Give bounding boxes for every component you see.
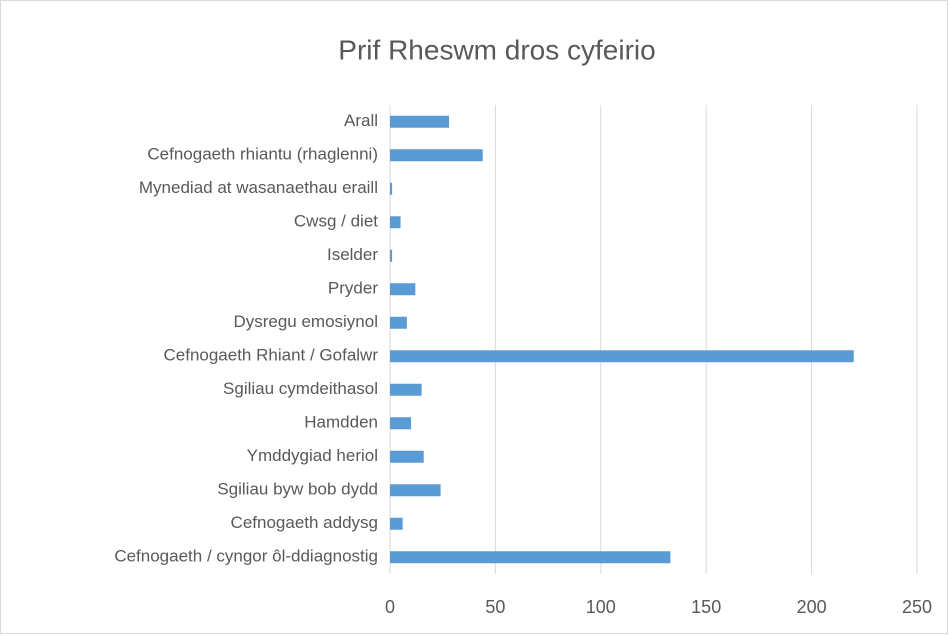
x-tick-label: 100	[586, 597, 616, 617]
y-tick-label: Sgiliau byw bob dydd	[217, 480, 378, 499]
y-tick-label: Pryder	[328, 279, 378, 298]
bar	[390, 149, 483, 162]
y-tick-label: Ymddygiad heriol	[247, 446, 378, 465]
bar	[390, 115, 450, 128]
bar	[390, 350, 854, 363]
y-tick-label: Arall	[344, 111, 378, 130]
bar	[390, 517, 403, 530]
y-tick-label: Cefnogaeth rhiantu (rhaglenni)	[147, 145, 378, 164]
bar	[390, 182, 393, 195]
bar	[390, 316, 407, 329]
bar	[390, 450, 424, 463]
y-tick-label: Cefnogaeth Rhiant / Gofalwr	[163, 346, 378, 365]
y-tick-label: Cefnogaeth / cyngor ôl-ddiagnostig	[114, 547, 378, 566]
bar	[390, 216, 401, 229]
y-tick-label: Cefnogaeth addysg	[231, 513, 378, 532]
x-tick-label: 250	[902, 597, 932, 617]
bar	[390, 551, 671, 564]
x-tick-label: 200	[797, 597, 827, 617]
bar	[390, 484, 441, 497]
bar	[390, 249, 393, 262]
y-tick-label: Dysregu emosiynol	[233, 312, 378, 331]
y-tick-label: Hamdden	[304, 413, 378, 432]
chart-title: Prif Rheswm dros cyfeirio	[338, 34, 655, 65]
bar	[390, 383, 422, 396]
y-tick-label: Mynediad at wasanaethau eraill	[139, 178, 378, 197]
bar	[390, 283, 416, 296]
x-tick-label: 0	[385, 597, 395, 617]
y-tick-label: Cwsg / diet	[294, 212, 378, 231]
y-tick-label: Sgiliau cymdeithasol	[223, 379, 378, 398]
y-tick-label: Iselder	[327, 245, 378, 264]
x-tick-label: 50	[485, 597, 505, 617]
bar	[390, 417, 412, 430]
x-tick-label: 150	[691, 597, 721, 617]
